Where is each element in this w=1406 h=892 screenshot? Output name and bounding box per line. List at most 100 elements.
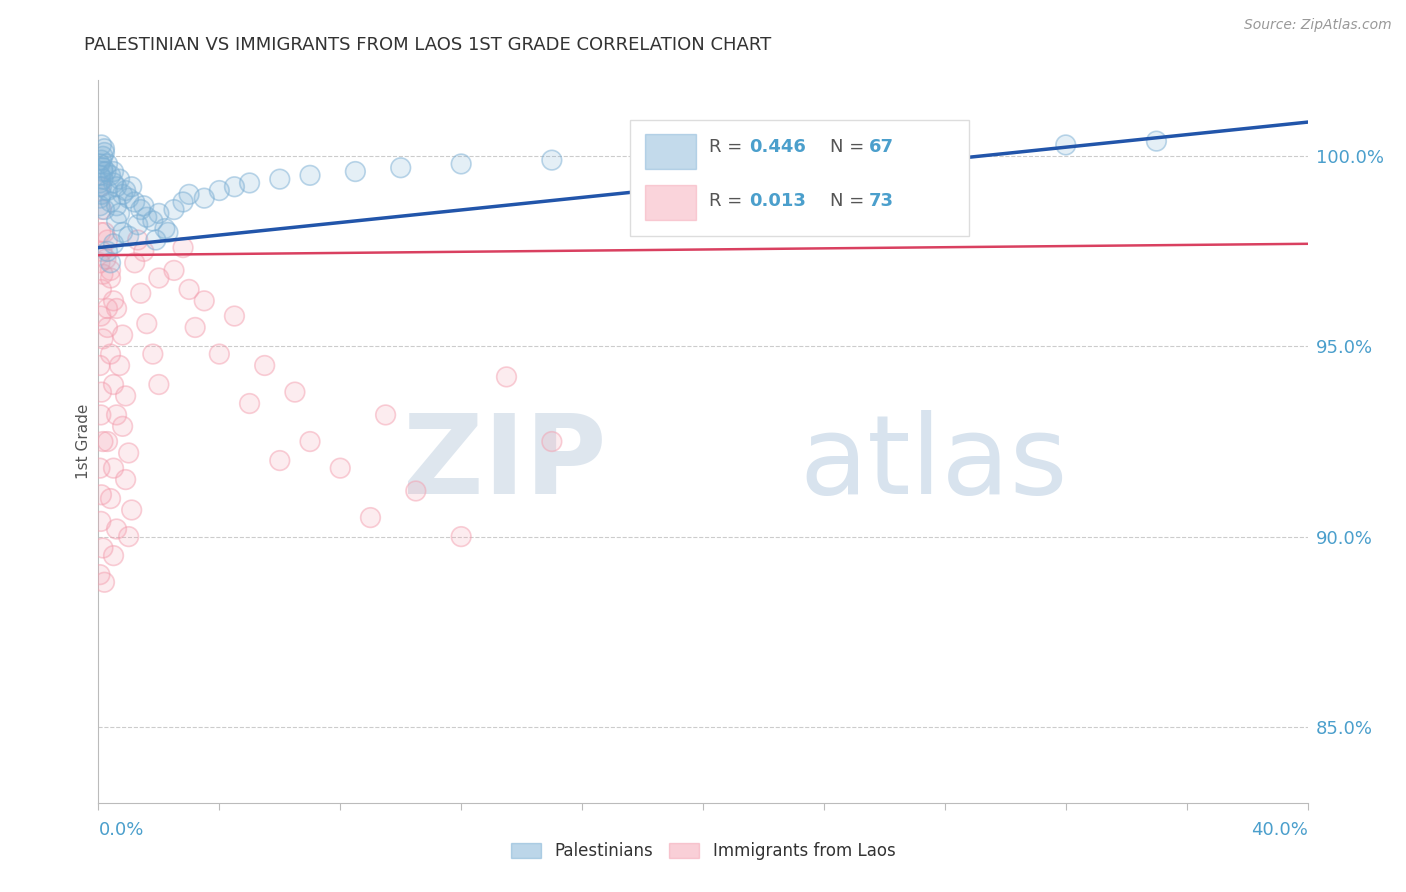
Point	[118, 530, 141, 544]
Point	[156, 226, 179, 240]
Text: atlas: atlas	[800, 409, 1069, 516]
Point	[100, 263, 122, 277]
Point	[450, 157, 472, 171]
Point	[96, 157, 118, 171]
Point	[253, 359, 276, 373]
Point	[89, 359, 111, 373]
Point	[93, 575, 115, 590]
Point	[96, 233, 118, 247]
Point	[89, 176, 111, 190]
Point	[89, 191, 111, 205]
Point	[111, 419, 134, 434]
Point	[103, 176, 125, 190]
Point	[153, 221, 176, 235]
Point	[90, 309, 112, 323]
Point	[103, 461, 125, 475]
Point	[96, 301, 118, 316]
Text: 0.0%: 0.0%	[98, 821, 143, 838]
Point	[135, 317, 157, 331]
Point	[93, 202, 115, 217]
Point	[108, 172, 131, 186]
Point	[132, 199, 155, 213]
Text: N =: N =	[830, 138, 870, 156]
Point	[111, 419, 134, 434]
Point	[124, 256, 146, 270]
Text: Source: ZipAtlas.com: Source: ZipAtlas.com	[1244, 18, 1392, 32]
Point	[100, 169, 122, 183]
Point	[124, 256, 146, 270]
Point	[90, 309, 112, 323]
Point	[752, 142, 775, 156]
Point	[91, 244, 114, 259]
Point	[111, 187, 134, 202]
Point	[239, 176, 262, 190]
Point	[193, 191, 215, 205]
Point	[100, 491, 122, 506]
Point	[91, 267, 114, 281]
Point	[179, 282, 201, 296]
Point	[93, 226, 115, 240]
Point	[91, 161, 114, 175]
Point	[172, 241, 194, 255]
Point	[692, 169, 714, 183]
Point	[495, 370, 517, 384]
Point	[114, 473, 136, 487]
Point	[540, 434, 562, 449]
Point	[103, 164, 125, 178]
Point	[135, 210, 157, 224]
Text: R =: R =	[709, 192, 748, 210]
Point	[224, 179, 246, 194]
Point	[299, 169, 322, 183]
Point	[90, 226, 112, 240]
Point	[90, 187, 112, 202]
Point	[105, 199, 128, 213]
Point	[1054, 137, 1077, 152]
Point	[96, 320, 118, 334]
Point	[692, 169, 714, 183]
Point	[121, 503, 143, 517]
Point	[90, 226, 112, 240]
Point	[121, 179, 143, 194]
Point	[374, 408, 396, 422]
Point	[105, 408, 128, 422]
FancyBboxPatch shape	[645, 185, 696, 219]
Point	[96, 184, 118, 198]
Point	[111, 328, 134, 343]
Point	[208, 184, 231, 198]
Point	[108, 206, 131, 220]
Point	[121, 503, 143, 517]
Point	[103, 236, 125, 251]
Point	[389, 161, 412, 175]
Point	[90, 187, 112, 202]
Point	[105, 199, 128, 213]
Point	[103, 377, 125, 392]
Point	[100, 347, 122, 361]
Point	[91, 164, 114, 178]
Legend: Palestinians, Immigrants from Laos: Palestinians, Immigrants from Laos	[503, 836, 903, 867]
Point	[156, 226, 179, 240]
Point	[132, 244, 155, 259]
Point	[103, 293, 125, 308]
Point	[153, 221, 176, 235]
Point	[269, 453, 291, 467]
Point	[96, 320, 118, 334]
Point	[89, 169, 111, 183]
Point	[148, 377, 170, 392]
Point	[105, 301, 128, 316]
Point	[105, 179, 128, 194]
Point	[124, 194, 146, 209]
Point	[105, 179, 128, 194]
Point	[100, 271, 122, 285]
Point	[96, 233, 118, 247]
Point	[224, 309, 246, 323]
Point	[208, 184, 231, 198]
Text: 0.013: 0.013	[749, 192, 806, 210]
Point	[692, 145, 714, 160]
Point	[329, 461, 352, 475]
Point	[90, 137, 112, 152]
Point	[96, 244, 118, 259]
Point	[100, 256, 122, 270]
Point	[93, 226, 115, 240]
Point	[96, 434, 118, 449]
Point	[90, 282, 112, 296]
